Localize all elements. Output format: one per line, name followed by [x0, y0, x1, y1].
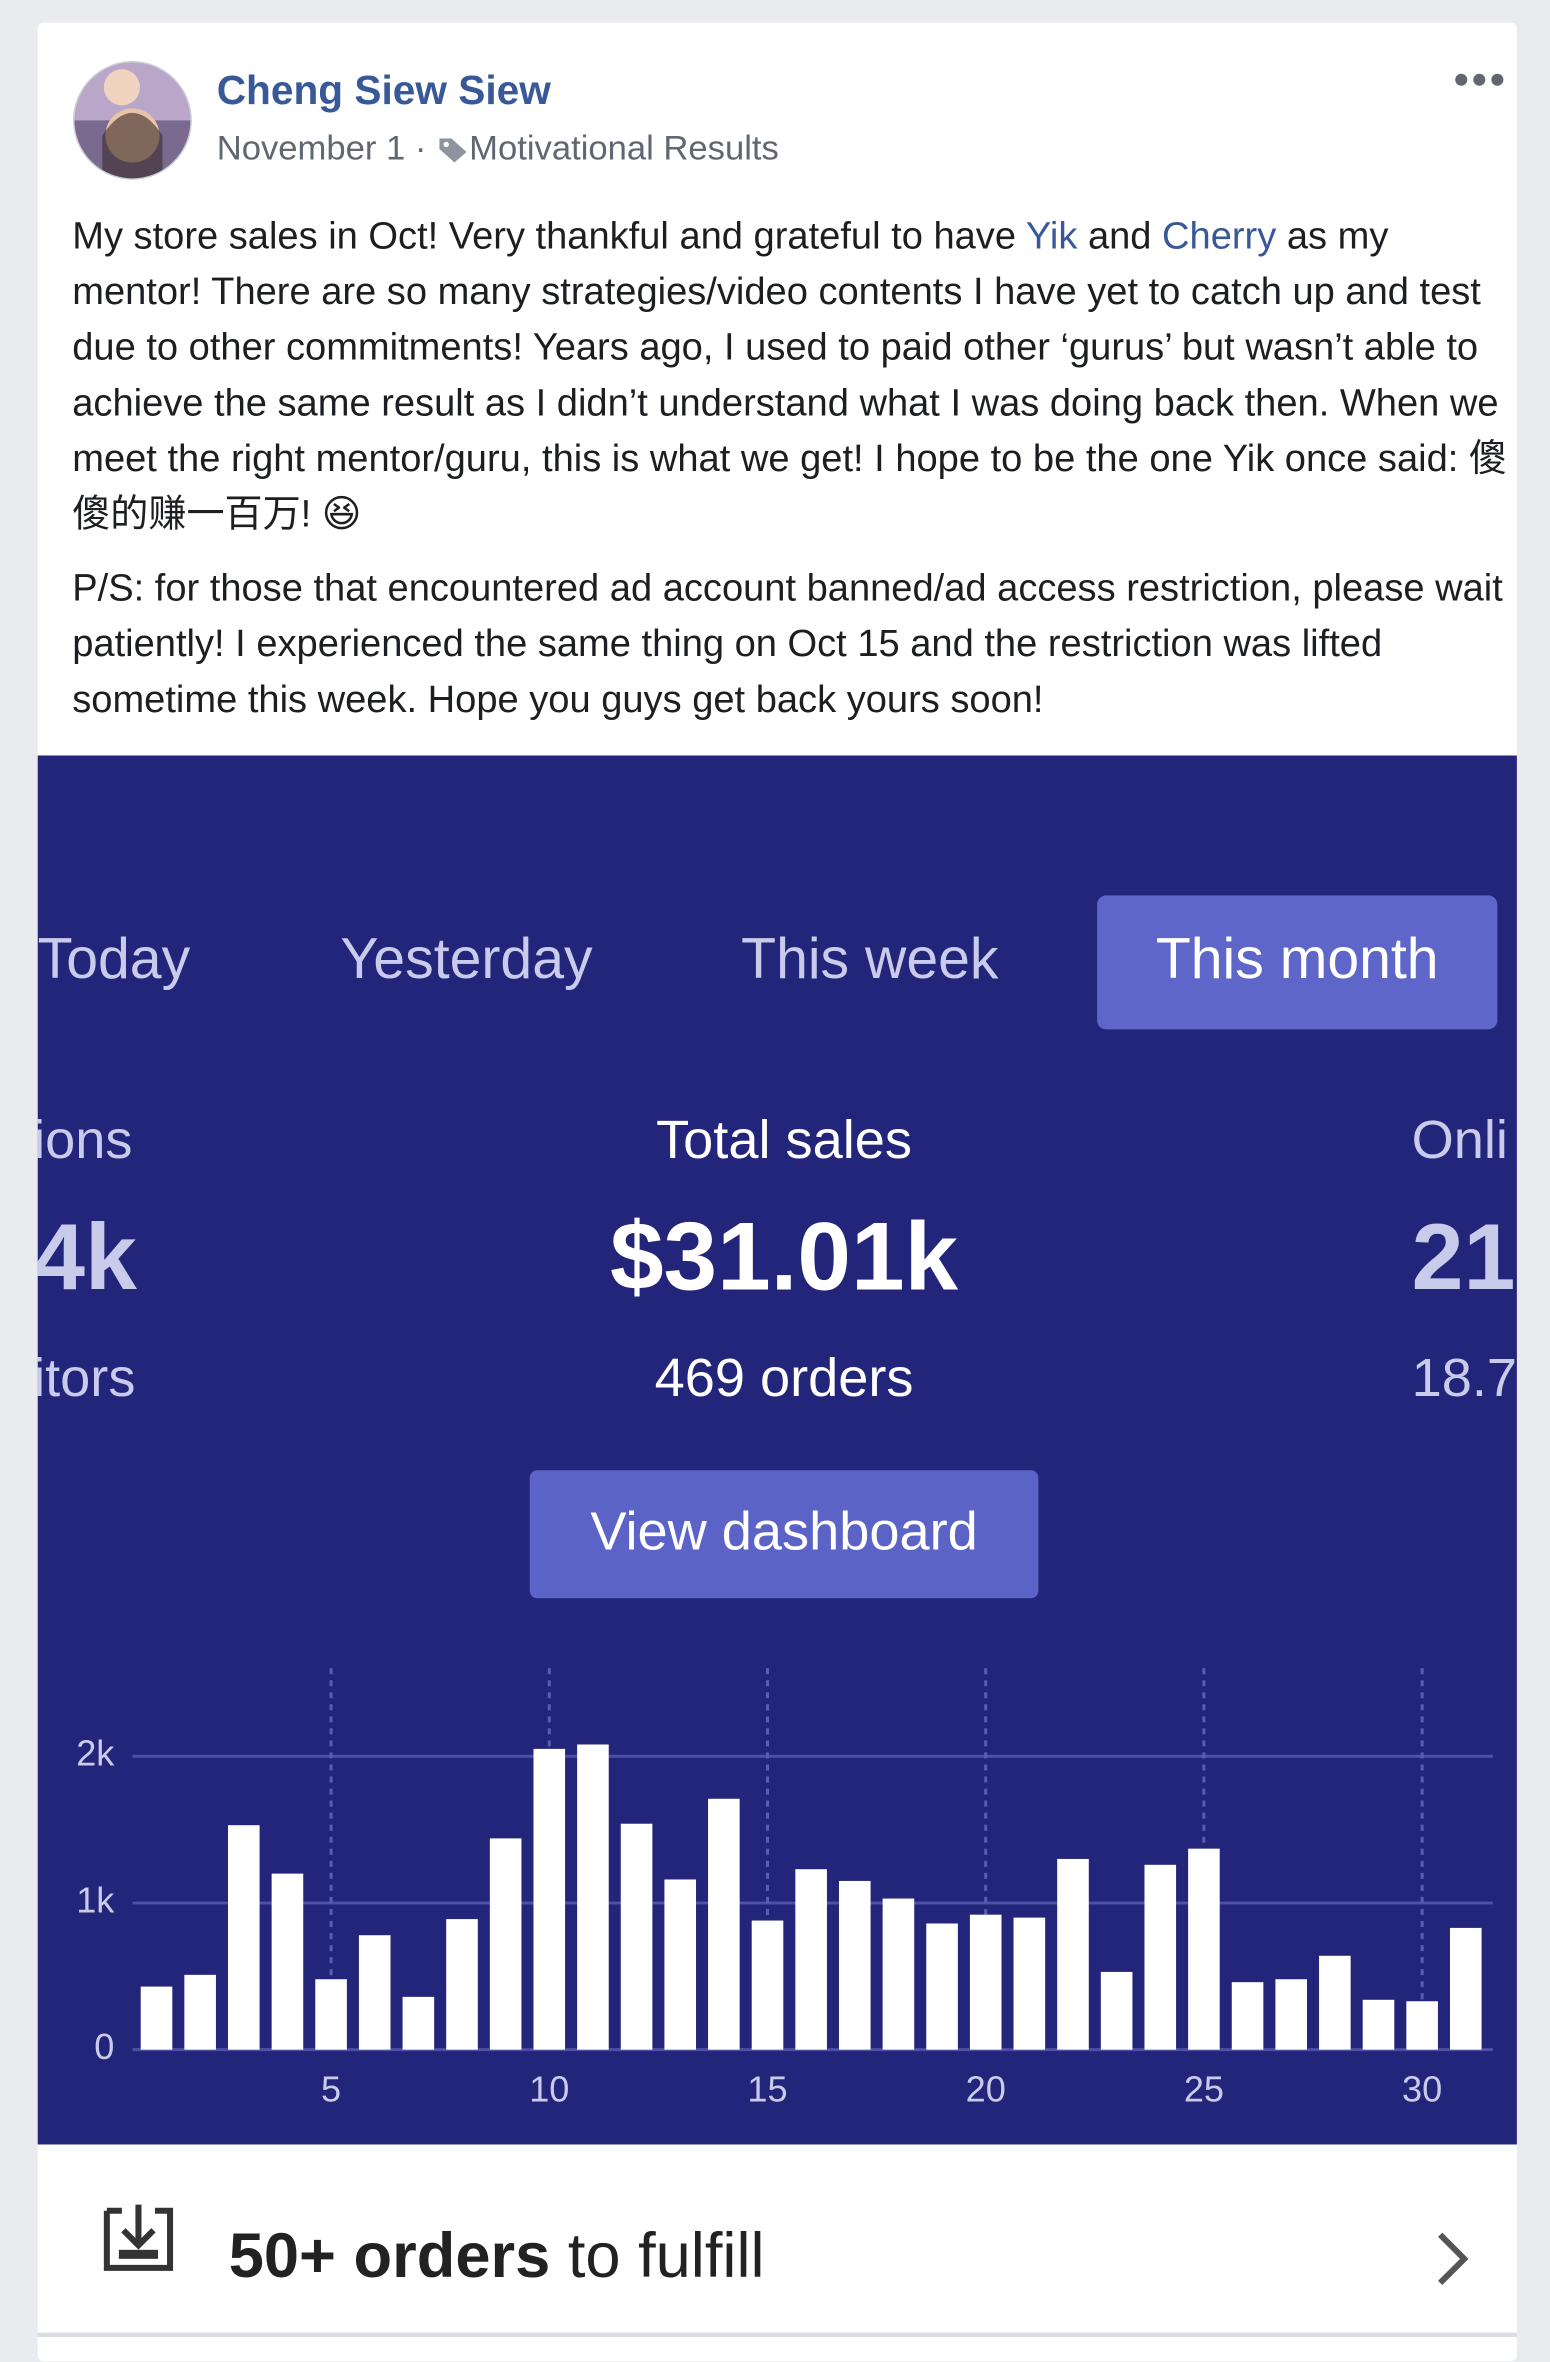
active-tab-bg — [1097, 895, 1498, 1030]
y-tick-label: 1k — [76, 1879, 115, 1920]
bar — [489, 1838, 522, 2050]
x-tick-label: 15 — [747, 2068, 787, 2109]
metric-label: Total sales — [656, 1110, 912, 1170]
post-text: My store sales in Oct! Very thankful and… — [72, 209, 1509, 746]
text: and — [1077, 215, 1163, 258]
bar — [1319, 1955, 1351, 2050]
x-tick-label: 25 — [1184, 2068, 1224, 2109]
metric-value: 21 — [1412, 1205, 1516, 1309]
bar — [533, 1748, 566, 2050]
screenshot: Today Yesterday This week This month ion… — [37, 755, 1517, 2145]
bar — [926, 1923, 958, 2050]
y-tick-label: 0 — [94, 2026, 114, 2067]
bar — [838, 1880, 871, 2050]
chart: 0 1k 2k 5 10 15 20 25 30 — [76, 1668, 1493, 2109]
text: as my mentor! There are so many strategi… — [72, 215, 1507, 536]
x-tick-label: 20 — [966, 2068, 1006, 2109]
orders-count: 50+ orders — [228, 2219, 551, 2291]
paragraph: My store sales in Oct! Very thankful and… — [72, 209, 1509, 543]
bar — [315, 1979, 347, 2050]
post-card: Cheng Siew Siew November 1 · Motivationa… — [37, 22, 1517, 2362]
metric-sub: 469 orders — [655, 1348, 914, 1408]
button-label: View dashboard — [590, 1501, 977, 1561]
download-icon — [103, 2204, 174, 2271]
x-tick-label: 10 — [529, 2068, 569, 2109]
bar — [184, 1974, 216, 2050]
metric-label: ions — [38, 1110, 133, 1170]
separator: · — [405, 127, 437, 168]
metric-value: 4k — [38, 1205, 137, 1309]
paragraph: P/S: for those that encountered ad accou… — [72, 567, 1503, 721]
bar — [664, 1879, 697, 2050]
bar — [358, 1935, 391, 2050]
text: My store sales in Oct! Very thankful and… — [72, 215, 1026, 258]
orders-label: to fulfill — [550, 2219, 765, 2291]
metric-sub: itors — [38, 1348, 136, 1408]
more-button[interactable] — [1452, 68, 1506, 92]
post-date[interactable]: November 1 — [216, 127, 406, 168]
tab-active: This month — [1156, 927, 1439, 991]
bar — [1406, 2001, 1438, 2050]
mention[interactable]: Cherry — [1162, 215, 1277, 258]
y-tick-label: 2k — [76, 1733, 115, 1774]
post-meta: November 1 · Motivational Results — [217, 128, 779, 169]
bar — [882, 1898, 915, 2050]
bar — [1013, 1917, 1046, 2050]
bar — [1275, 1979, 1308, 2050]
orders-text: 50+ orders to fulfill — [229, 2220, 765, 2292]
metric-value: $31.01k — [610, 1204, 959, 1311]
mention[interactable]: Yik — [1025, 215, 1078, 258]
tab: This week — [741, 927, 999, 991]
avatar[interactable] — [72, 60, 192, 180]
x-tick-label: 5 — [321, 2068, 341, 2109]
bar — [1100, 1971, 1133, 2050]
bar — [708, 1798, 740, 2050]
dashboard-button[interactable] — [529, 1470, 1039, 1599]
tab: Yesterday — [340, 927, 593, 991]
tag[interactable]: Motivational Results — [469, 127, 779, 168]
bar — [271, 1873, 304, 2050]
bar — [795, 1869, 827, 2050]
tab: Today — [38, 927, 191, 991]
bar — [1231, 1982, 1264, 2050]
bar — [620, 1823, 653, 2050]
metric-label: Onli — [1412, 1110, 1508, 1170]
bar — [1144, 1864, 1177, 2050]
x-tick-label: 30 — [1402, 2068, 1442, 2109]
bar — [751, 1920, 784, 2050]
bar — [446, 1919, 478, 2050]
metric-sub: 18.7 — [1412, 1348, 1517, 1408]
bar — [402, 1996, 435, 2050]
bar — [227, 1825, 260, 2050]
chevron — [1438, 2232, 1469, 2286]
tag-icon — [439, 138, 467, 163]
bar — [1362, 1999, 1395, 2050]
bar — [1057, 1858, 1089, 2050]
bar — [1188, 1848, 1220, 2050]
bar — [577, 1744, 609, 2050]
author-name[interactable]: Cheng Siew Siew — [216, 67, 551, 113]
bar — [1449, 1927, 1482, 2050]
bar — [140, 1986, 173, 2050]
bar — [969, 1914, 1002, 2050]
orders-row[interactable]: 50+ orders to fulfill — [37, 2144, 1517, 2338]
